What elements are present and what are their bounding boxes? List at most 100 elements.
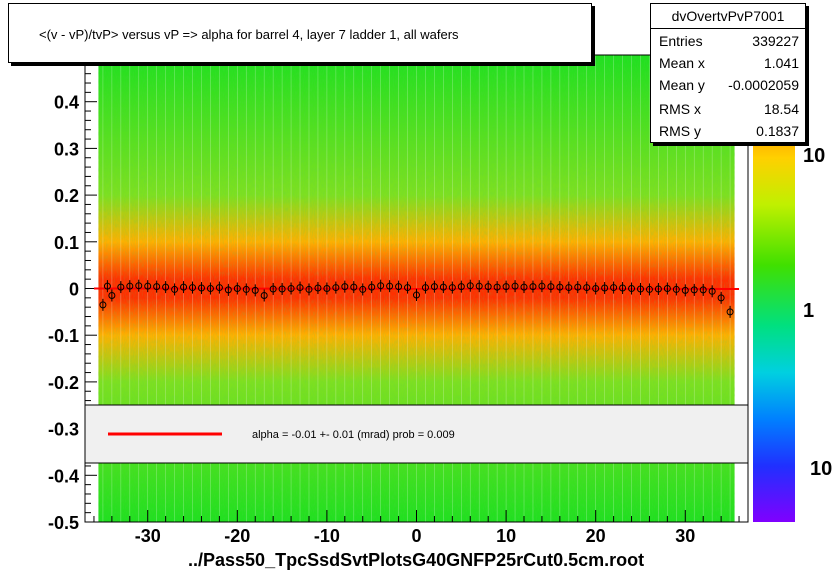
- profile-point: [448, 284, 456, 292]
- axes: -30 -20 -10 0 10 20 30 0.4 0.3 0.2 0.1 0 -0.1 -0.2 -0.…: [48, 63, 740, 546]
- profile-point: [215, 284, 223, 292]
- stats-value: 1.041: [763, 55, 799, 71]
- profile-point: [520, 283, 528, 291]
- y-tick-label: -0.2: [48, 373, 79, 393]
- profile-point: [681, 286, 689, 294]
- stats-row-mean-x: Mean x 1.041: [659, 52, 799, 74]
- profile-point: [466, 282, 474, 290]
- profile-point: [654, 285, 662, 293]
- profile-point: [457, 283, 465, 291]
- stats-value: -0.0002059: [728, 77, 799, 93]
- x-tick-label: -30: [135, 526, 161, 546]
- profile-point: [636, 285, 644, 293]
- profile-point: [672, 285, 680, 293]
- profile-point: [117, 283, 125, 291]
- profile-point: [197, 284, 205, 292]
- x-tick-label: 20: [586, 526, 606, 546]
- stats-key: Mean y: [659, 77, 705, 93]
- profile-point: [341, 283, 349, 291]
- profile-point: [269, 285, 277, 293]
- y-tick-label: -0.1: [48, 326, 79, 346]
- profile-point: [511, 282, 519, 290]
- y-tick-label: -0.3: [48, 420, 79, 440]
- stats-row-mean-y: Mean y -0.0002059: [659, 74, 799, 96]
- y-tick-label: 0: [69, 280, 79, 300]
- profile-point: [296, 284, 304, 292]
- profile-point: [708, 287, 716, 295]
- profile-point: [144, 282, 152, 290]
- profile-point: [108, 292, 116, 300]
- profile-point: [126, 282, 134, 290]
- colorbar-label-bottom: 10: [810, 458, 832, 480]
- profile-point: [395, 283, 403, 291]
- profile-point: [323, 285, 331, 292]
- profile-point: [592, 285, 600, 292]
- profile-point: [153, 283, 161, 291]
- profile-point: [189, 284, 197, 292]
- stats-name: dvOvertvPvP7001: [651, 4, 805, 29]
- stats-value: 339227: [752, 33, 799, 49]
- profile-point: [180, 283, 188, 291]
- profile-point: [645, 285, 653, 293]
- profile-point: [287, 285, 295, 292]
- stats-key: Entries: [659, 33, 703, 49]
- profile-point: [171, 285, 179, 293]
- profile-point: [242, 285, 250, 293]
- stats-key: RMS y: [659, 123, 701, 139]
- x-tick-label: 30: [675, 526, 695, 546]
- colorbar-label-mid: 1: [803, 300, 814, 322]
- x-tick-label: 10: [496, 526, 516, 546]
- profile-point: [251, 286, 259, 294]
- x-tick-label: -20: [224, 526, 250, 546]
- profile-point: [547, 283, 555, 291]
- stats-value: 0.1837: [756, 123, 799, 139]
- profile-point: [260, 292, 268, 300]
- y-tick-label: -0.4: [48, 466, 79, 486]
- profile-point: [475, 282, 483, 290]
- profile-point: [430, 283, 438, 291]
- profile-points: [99, 279, 734, 318]
- profile-point: [162, 283, 170, 291]
- profile-point: [619, 284, 627, 292]
- profile-point: [233, 285, 241, 292]
- profile-point: [628, 285, 636, 292]
- x-axis-file-label: ../Pass50_TpcSsdSvtPlotsG40GNFP25rCut0.5…: [188, 550, 645, 570]
- profile-point: [529, 283, 537, 291]
- profile-point: [601, 284, 609, 292]
- profile-point: [583, 284, 591, 292]
- x-tick-label: -10: [314, 526, 340, 546]
- profile-point: [413, 291, 420, 299]
- stats-value: 18.54: [763, 101, 799, 117]
- profile-point: [690, 286, 698, 294]
- profile-point: [386, 282, 394, 290]
- profile-point: [484, 283, 492, 291]
- profile-point: [421, 284, 429, 292]
- stats-key: Mean x: [659, 55, 705, 71]
- stats-row-entries: Entries 339227: [659, 30, 799, 52]
- profile-point: [717, 294, 725, 302]
- profile-point: [610, 284, 618, 292]
- y-tick-label: 0.4: [54, 93, 79, 113]
- profile-point: [556, 283, 564, 291]
- profile-point: [305, 285, 313, 293]
- profile-point: [350, 283, 358, 291]
- profile-point: [502, 283, 510, 291]
- profile-point: [224, 286, 232, 294]
- profile-point: [663, 285, 671, 292]
- stats-box: dvOvertvPvP7001 Entries 339227 Mean x 1.…: [650, 3, 806, 143]
- profile-point: [103, 282, 111, 290]
- stats-row-rms-y: RMS y 0.1837: [659, 120, 799, 142]
- profile-point: [135, 282, 143, 290]
- profile-point: [368, 283, 376, 291]
- profile-point: [538, 282, 546, 290]
- profile-point: [493, 283, 501, 291]
- profile-point: [565, 284, 573, 292]
- profile-point: [359, 285, 367, 293]
- x-tick-label: 0: [411, 526, 421, 546]
- y-tick-label: 0.1: [54, 233, 79, 253]
- profile-point: [99, 301, 107, 309]
- profile-point: [699, 286, 707, 294]
- profile-point: [574, 283, 582, 291]
